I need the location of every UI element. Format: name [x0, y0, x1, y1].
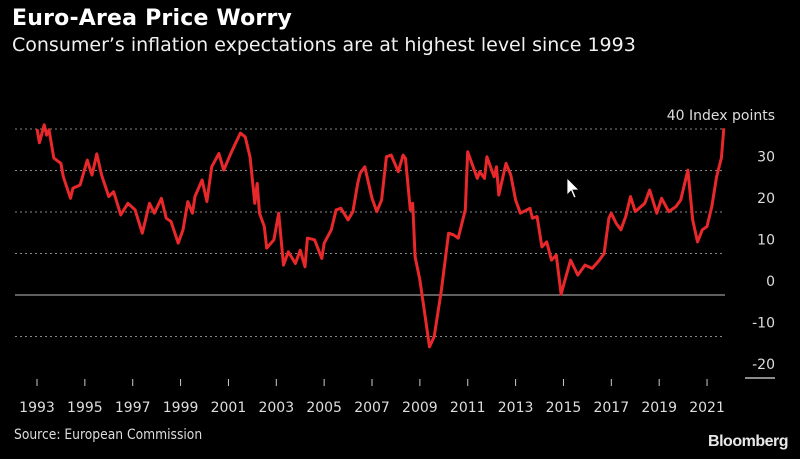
y-tick-label: 0	[766, 274, 775, 290]
x-tick-label: 1993	[19, 400, 55, 416]
x-tick-label: 2001	[211, 400, 247, 416]
y-tick-label: 40 Index points	[667, 108, 775, 124]
x-tick-label: 2009	[402, 400, 438, 416]
series-line	[35, 123, 726, 349]
x-tick-label: 1999	[163, 400, 199, 416]
y-tick-label: 30	[757, 150, 775, 166]
bloomberg-logo: Bloomberg	[708, 433, 788, 450]
x-tick-label: 1995	[67, 400, 103, 416]
mouse-cursor-icon	[566, 177, 580, 199]
x-tick-label: 2019	[641, 400, 677, 416]
x-tick-label: 2013	[498, 400, 534, 416]
y-tick-label: -20	[752, 357, 775, 373]
x-tick-label: 2003	[258, 400, 294, 416]
chart-title: Euro-Area Price Worry	[12, 6, 293, 31]
x-tick-label: 2021	[689, 400, 725, 416]
x-tick-label: 2015	[546, 400, 582, 416]
x-tick-label: 2005	[306, 400, 342, 416]
y-tick-label: -10	[752, 316, 775, 332]
x-tick-label: 1997	[115, 400, 151, 416]
source-note: Source: European Commission	[14, 427, 203, 443]
y-tick-label: 20	[757, 191, 775, 207]
x-tick-label: 2011	[450, 400, 486, 416]
x-tick-label: 2017	[593, 400, 629, 416]
y-tick-label: 10	[757, 233, 775, 249]
x-tick-label: 2007	[354, 400, 390, 416]
chart-subtitle: Consumer’s inflation expectations are at…	[12, 34, 636, 56]
